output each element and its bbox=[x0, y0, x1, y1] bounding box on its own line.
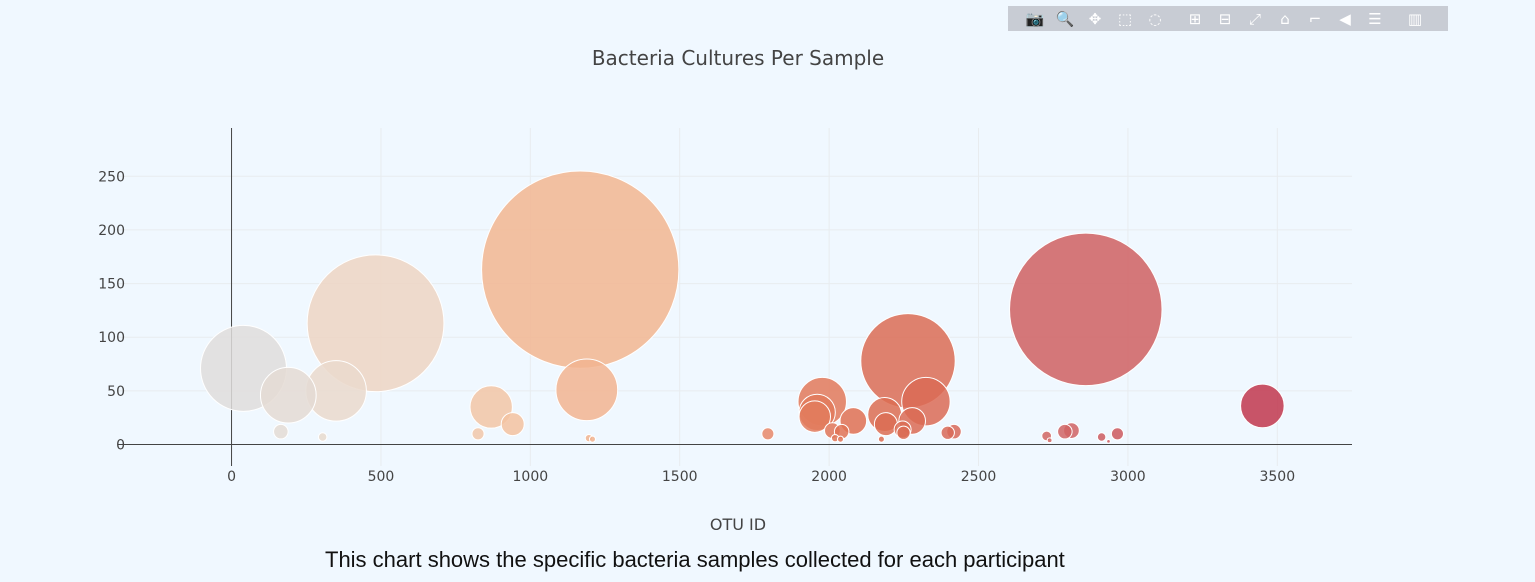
bubble-point[interactable] bbox=[761, 427, 775, 441]
y-tick-label: 100 bbox=[98, 330, 125, 346]
x-tick-label: 2000 bbox=[811, 469, 847, 485]
x-tick-label: 1000 bbox=[513, 469, 549, 485]
bubble-point[interactable] bbox=[306, 254, 445, 393]
bubble-point[interactable] bbox=[259, 366, 317, 424]
y-tick-label: 50 bbox=[107, 384, 125, 400]
y-tick-label: 150 bbox=[98, 277, 125, 293]
plotly-logo-icon[interactable]: ▥ bbox=[1407, 9, 1423, 28]
hover-compare-icon[interactable]: ☰ bbox=[1368, 9, 1382, 28]
bubble-point[interactable] bbox=[877, 435, 885, 443]
bubble-point[interactable] bbox=[469, 385, 513, 429]
bubble-point[interactable] bbox=[555, 358, 619, 422]
x-axis-title: OTU ID bbox=[710, 515, 766, 534]
zoom-icon[interactable]: 🔍 bbox=[1055, 9, 1075, 28]
bubble-point[interactable] bbox=[940, 425, 955, 440]
bubble-series[interactable] bbox=[200, 170, 1285, 444]
bubble-point[interactable] bbox=[836, 435, 844, 443]
bubble-point[interactable] bbox=[273, 423, 289, 440]
bubble-point[interactable] bbox=[873, 412, 898, 437]
bubble-point[interactable] bbox=[1046, 437, 1053, 444]
lasso-select-icon[interactable]: ◌ bbox=[1148, 9, 1162, 28]
x-tick-label: 1500 bbox=[662, 469, 698, 485]
autoscale-icon[interactable]: ⤢ bbox=[1248, 9, 1261, 28]
bubble-point[interactable] bbox=[1009, 232, 1163, 387]
box-select-icon[interactable]: ⬚ bbox=[1117, 9, 1133, 28]
bubble-point[interactable] bbox=[471, 427, 485, 441]
zoom-out-icon[interactable]: ⊟ bbox=[1218, 9, 1232, 28]
bubble-point[interactable] bbox=[798, 400, 832, 433]
tick-labels: 0 500 1000 1500 2000 2500 3000 3500 0 50 100 150 200… bbox=[98, 169, 1295, 485]
bubble-point[interactable] bbox=[588, 435, 597, 443]
bubble-point[interactable] bbox=[1106, 439, 1111, 444]
bubble-point[interactable] bbox=[500, 412, 525, 437]
plot-modebar: 📷 🔍 ✥ ⬚ ◌ ⊞ ⊟ ⤢ ⌂ ⌐ ◀ ☰ ▥ bbox=[1008, 6, 1448, 31]
chart-caption: This chart shows the specific bacteria s… bbox=[325, 547, 1065, 572]
bubble-point[interactable] bbox=[481, 170, 680, 369]
x-tick-label: 3000 bbox=[1110, 469, 1146, 485]
y-tick-label: 200 bbox=[98, 223, 125, 239]
reset-axes-icon[interactable]: ⌂ bbox=[1280, 9, 1290, 28]
bubble-point[interactable] bbox=[896, 425, 911, 440]
bubble-point[interactable] bbox=[1096, 432, 1107, 442]
download-plot-icon[interactable]: 📷 bbox=[1025, 9, 1045, 28]
y-tick-label: 0 bbox=[116, 438, 125, 454]
toggle-spike-lines-icon[interactable]: ⌐ bbox=[1308, 9, 1322, 28]
y-tick-label: 250 bbox=[98, 169, 125, 185]
bubble-point[interactable] bbox=[1057, 423, 1073, 440]
x-tick-label: 0 bbox=[227, 469, 236, 485]
zoom-in-icon[interactable]: ⊞ bbox=[1188, 9, 1202, 28]
x-tick-label: 3500 bbox=[1259, 469, 1295, 485]
x-tick-label: 2500 bbox=[961, 469, 997, 485]
hover-closest-icon[interactable]: ◀ bbox=[1339, 9, 1351, 28]
x-tick-label: 500 bbox=[368, 469, 395, 485]
pan-icon[interactable]: ✥ bbox=[1088, 9, 1102, 28]
chart-title: Bacteria Cultures Per Sample bbox=[592, 46, 884, 70]
bubble-point[interactable] bbox=[1110, 427, 1125, 441]
bubble-point[interactable] bbox=[317, 432, 328, 442]
bubble-point[interactable] bbox=[1240, 383, 1285, 429]
